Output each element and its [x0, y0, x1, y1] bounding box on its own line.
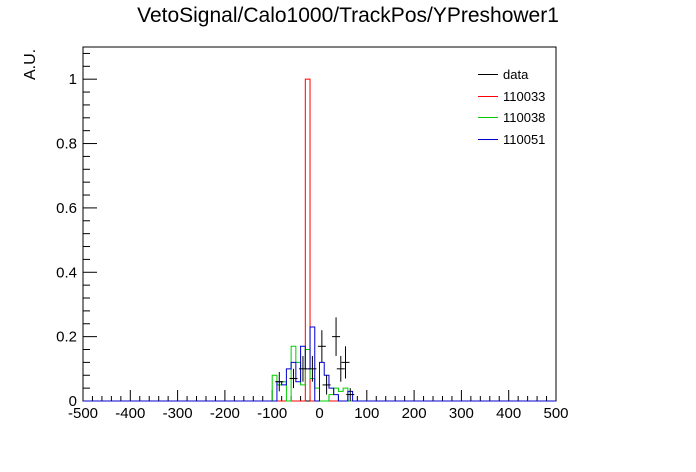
x-tick-label: -300 [163, 405, 193, 422]
y-tick-label: 0.2 [56, 329, 77, 346]
y-tick-label: 0.4 [56, 264, 77, 281]
legend-entry-110038: 110038 [472, 107, 592, 129]
x-tick-label: -400 [115, 405, 145, 422]
legend-swatch-110051 [478, 138, 498, 140]
x-tick-label: 500 [543, 405, 568, 422]
legend: data 110033 110038 110051 [472, 64, 592, 150]
y-tick-label: 0 [69, 393, 77, 410]
x-tick-label: -100 [257, 405, 287, 422]
x-tick-label: 100 [354, 405, 379, 422]
legend-swatch-110038 [478, 117, 498, 118]
legend-entry-data: data [472, 64, 592, 86]
series-110051-line [83, 326, 556, 402]
x-tick-label: -500 [68, 405, 98, 422]
x-tick-label: -200 [210, 405, 240, 422]
legend-label-data: data [503, 67, 529, 82]
legend-label-110051: 110051 [503, 131, 546, 147]
legend-entry-110051: 110051 [472, 129, 592, 151]
legend-label-110033: 110033 [503, 88, 546, 104]
x-tick-label: 400 [496, 405, 521, 422]
chart-title: VetoSignal/Calo1000/TrackPos/YPreshower1 [137, 4, 559, 27]
y-tick-label: 0.6 [56, 200, 77, 217]
y-tick-label: 0.8 [56, 136, 77, 153]
legend-entry-110033: 110033 [472, 86, 592, 108]
legend-swatch-data [478, 74, 498, 75]
x-tick-label: 200 [402, 405, 427, 422]
y-tick-label: 1 [69, 71, 77, 88]
x-tick-label: 300 [449, 405, 474, 422]
legend-swatch-110033 [478, 95, 498, 97]
legend-label-110038: 110038 [503, 110, 546, 125]
x-tick-label: 0 [315, 405, 323, 422]
